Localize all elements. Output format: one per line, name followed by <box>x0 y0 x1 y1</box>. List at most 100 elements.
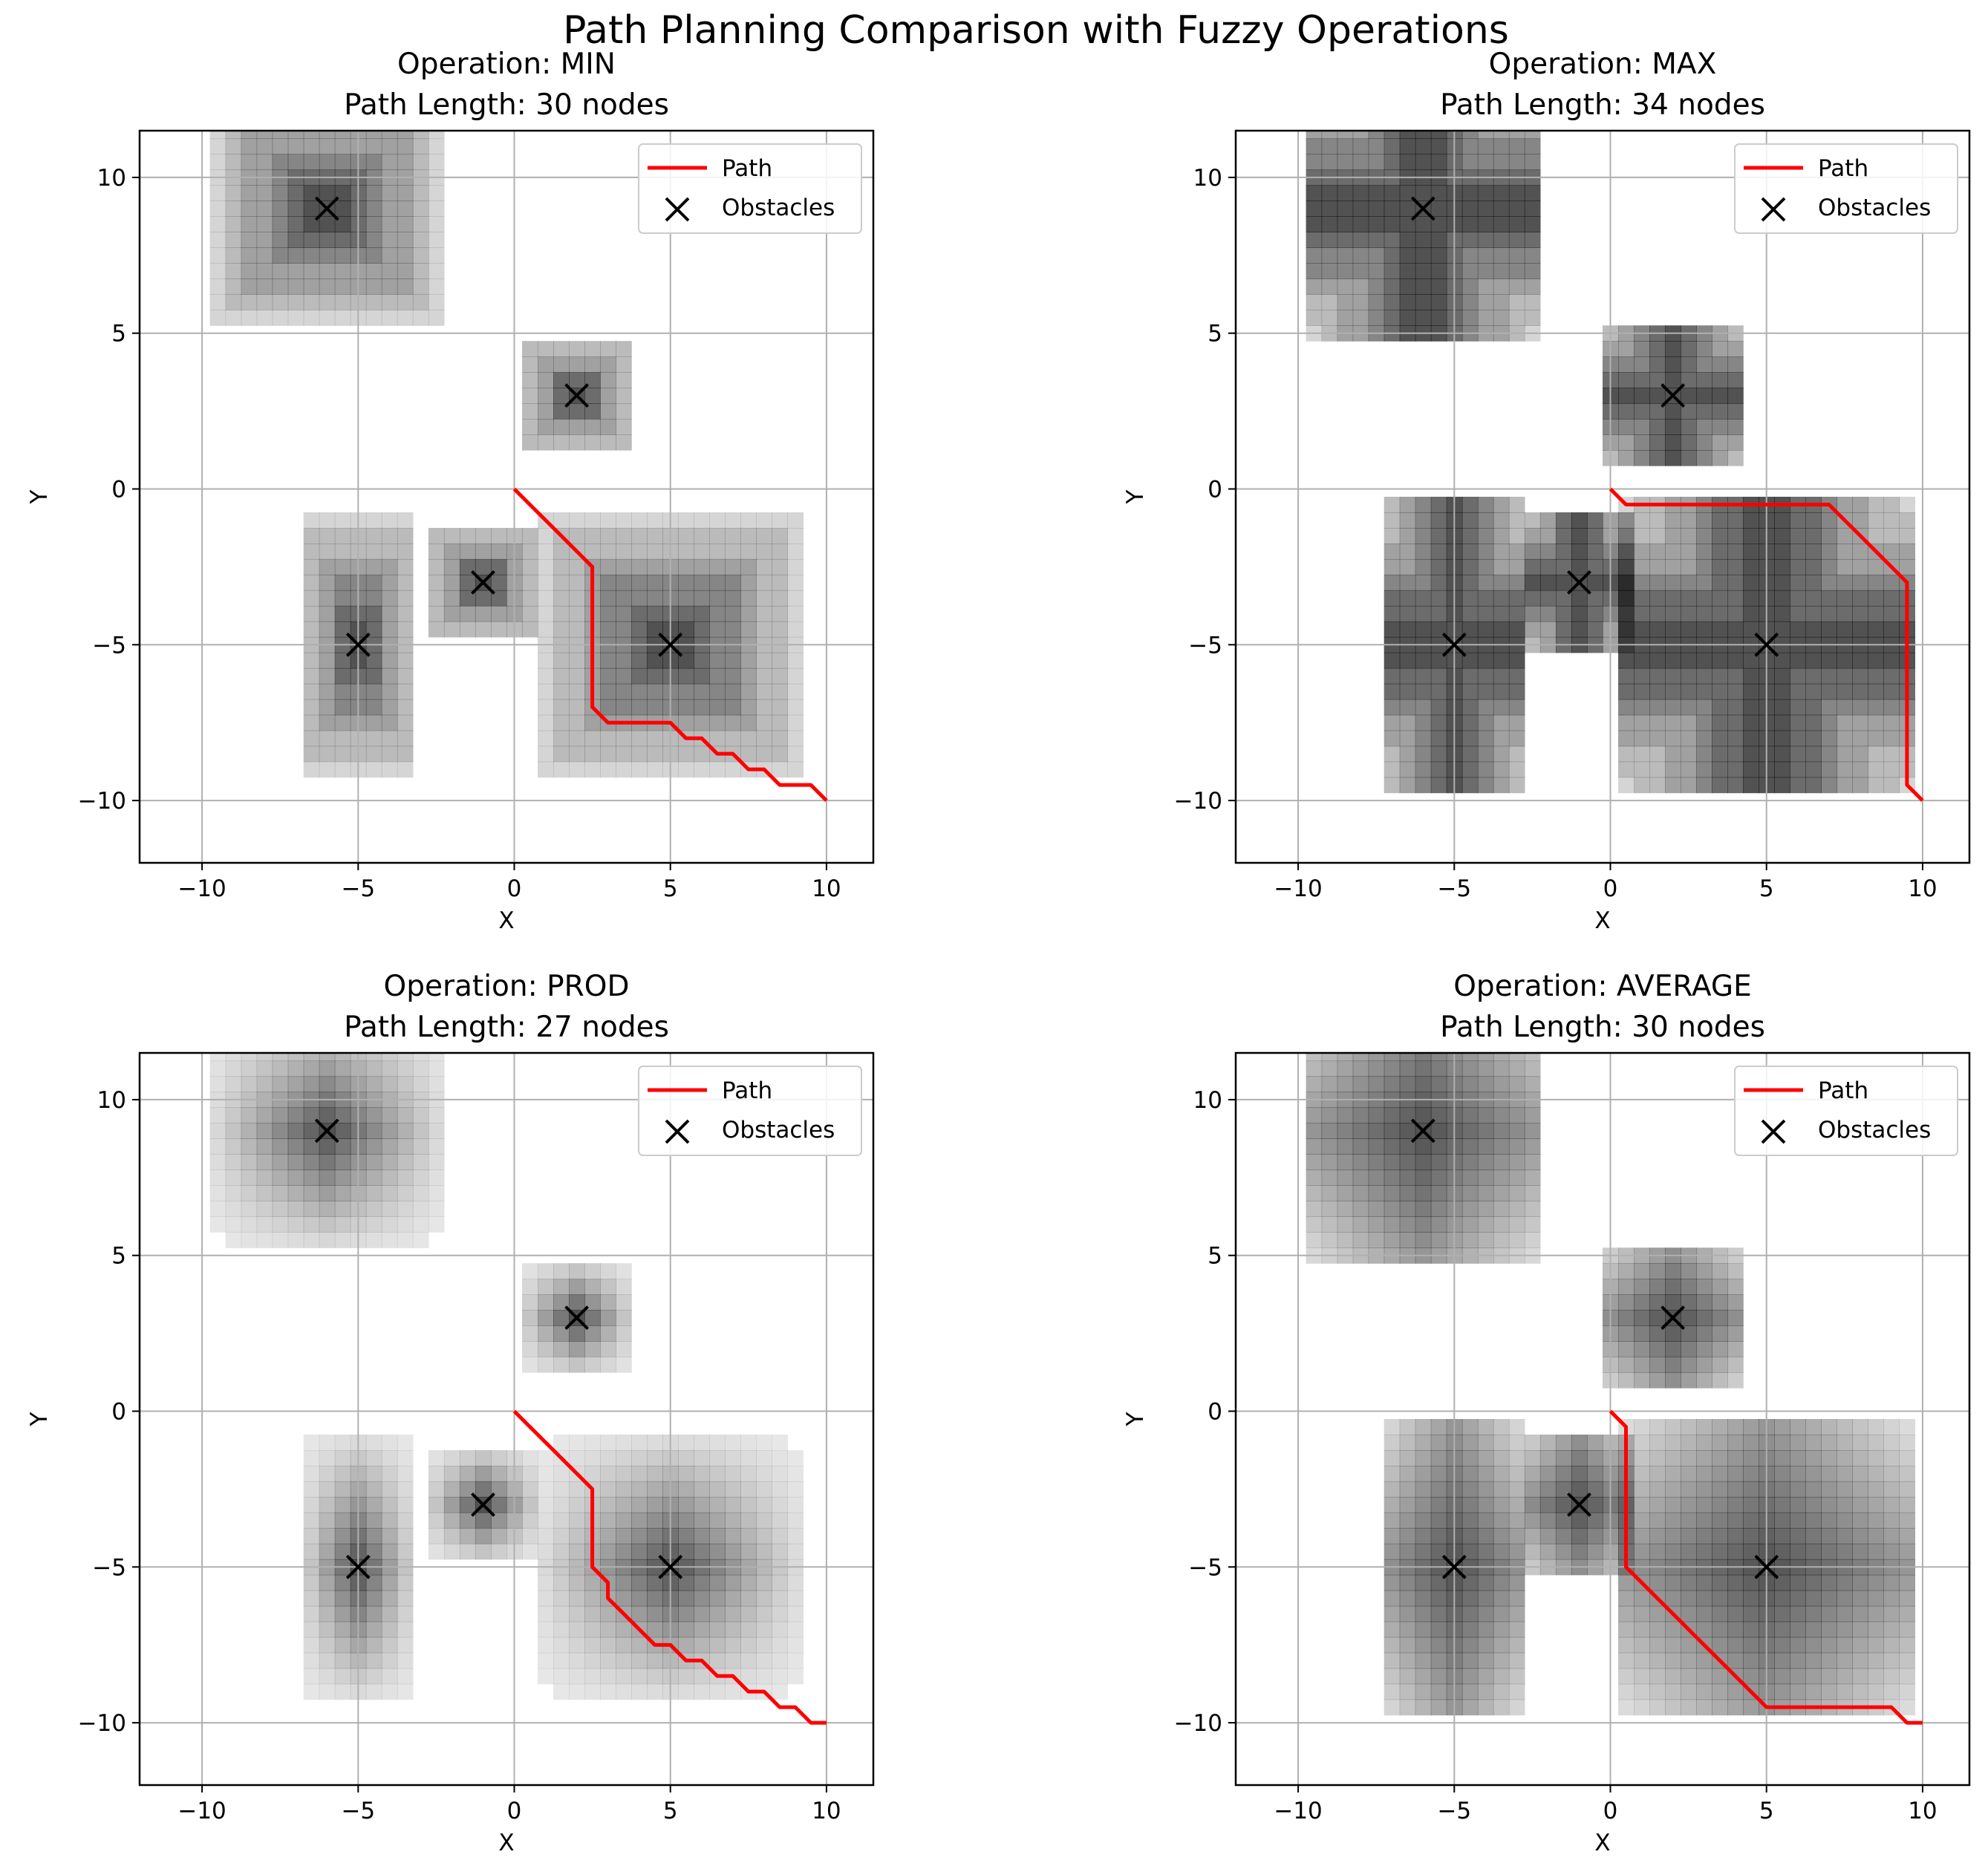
cost-cell <box>1665 372 1681 388</box>
cost-cell <box>1321 1216 1338 1233</box>
cost-cell <box>1508 1201 1525 1217</box>
cost-cell <box>1883 746 1900 763</box>
cost-cell <box>334 1496 351 1513</box>
cost-cell <box>1821 1652 1837 1669</box>
cost-cell <box>1743 777 1759 794</box>
cost-cell <box>1461 1216 1479 1233</box>
cost-cell <box>616 683 632 700</box>
cost-cell <box>1883 714 1900 731</box>
cost-cell <box>1899 527 1916 544</box>
cost-cell <box>1681 1543 1697 1560</box>
cost-cell <box>1618 1683 1635 1700</box>
cost-cell <box>1322 76 1338 93</box>
cost-cell <box>1321 131 1338 140</box>
obstacle-marker <box>1410 196 1435 221</box>
cost-cell <box>241 1060 258 1077</box>
cost-cell <box>365 683 382 700</box>
cost-cell <box>1399 1449 1416 1467</box>
cost-cell <box>1306 185 1323 202</box>
cost-cell <box>1461 668 1479 685</box>
cost-cell <box>787 683 804 700</box>
cost-cell <box>1743 1652 1759 1669</box>
cost-cell <box>1634 605 1650 622</box>
cost-cell <box>1508 1154 1525 1170</box>
cost-cell <box>412 232 429 248</box>
cost-cell <box>1571 527 1588 544</box>
cost-cell <box>1649 1449 1666 1467</box>
cost-cell <box>1681 1434 1697 1451</box>
cost-cell <box>1665 761 1681 778</box>
cost-cell <box>1399 1419 1416 1435</box>
cost-cell <box>1790 621 1806 638</box>
cost-cell <box>538 621 554 638</box>
cost-cell <box>287 131 304 140</box>
cost-cell <box>1430 1076 1447 1093</box>
cost-cell <box>787 1621 804 1638</box>
cost-cell <box>538 434 554 451</box>
cost-cell <box>1681 1325 1697 1342</box>
cost-cell <box>1743 1481 1759 1498</box>
cost-cell <box>241 247 258 264</box>
cost-cell <box>1400 108 1416 124</box>
cost-cell <box>600 1512 616 1529</box>
cost-cell <box>1321 1169 1338 1186</box>
cost-cell <box>1681 558 1697 575</box>
cost-cell <box>1727 1496 1744 1513</box>
cost-cell <box>1696 1699 1712 1716</box>
cost-cell <box>1774 1590 1790 1607</box>
y-tick-label: −10 <box>78 788 126 815</box>
cost-cell <box>522 356 538 373</box>
cost-cell <box>1665 1481 1681 1498</box>
cost-cell <box>1618 746 1635 763</box>
cost-cell <box>490 558 507 575</box>
cost-cell <box>1493 1232 1510 1248</box>
cost-cell <box>1368 310 1385 326</box>
cost-cell <box>1586 1465 1603 1482</box>
cost-cell <box>428 1512 445 1529</box>
cost-cell <box>1712 1683 1728 1700</box>
cost-cell <box>1821 558 1837 575</box>
cost-cell <box>1384 1699 1401 1716</box>
cost-cell <box>1868 777 1884 794</box>
cost-cell <box>1415 216 1432 232</box>
cost-cell <box>1477 497 1494 513</box>
cost-cell <box>1821 574 1837 591</box>
cost-cell <box>616 1294 632 1311</box>
cost-cell <box>1805 730 1822 747</box>
x-tick-label: −10 <box>177 1798 226 1824</box>
cost-cell <box>1430 1154 1447 1170</box>
cost-cell <box>1430 247 1447 264</box>
cost-cell <box>334 1652 351 1669</box>
obstacle-marker <box>658 1554 683 1579</box>
cost-cell <box>1899 1543 1916 1560</box>
cost-cell <box>365 543 382 560</box>
cost-cell <box>647 590 663 607</box>
cost-cell <box>1399 1605 1416 1622</box>
cost-cell <box>365 1574 382 1591</box>
cost-cell <box>538 527 554 544</box>
cost-cell <box>522 1325 538 1342</box>
cost-cell <box>490 590 507 607</box>
cost-cell <box>412 1107 429 1124</box>
cost-cell <box>1524 154 1541 171</box>
cost-cell <box>553 1341 570 1357</box>
cost-cell <box>1805 1496 1822 1513</box>
cost-cell <box>1634 621 1650 638</box>
cost-cell <box>1712 1372 1728 1389</box>
cost-cell <box>272 1076 289 1093</box>
cost-cell <box>709 714 726 731</box>
cost-cell <box>553 1325 570 1342</box>
cost-cell <box>1384 497 1401 513</box>
cost-cell <box>1306 1169 1323 1186</box>
cost-cell <box>1352 1123 1369 1139</box>
cost-cell <box>694 1465 710 1482</box>
cost-cell <box>1508 621 1525 638</box>
cost-cell <box>475 590 492 607</box>
cost-cell <box>1665 1372 1681 1389</box>
cost-cell <box>1337 1060 1354 1077</box>
cost-cell <box>1883 543 1900 560</box>
cost-cell <box>428 200 445 217</box>
cost-cell <box>616 1527 632 1544</box>
cost-cell <box>756 699 772 716</box>
cost-cell <box>1337 200 1354 217</box>
